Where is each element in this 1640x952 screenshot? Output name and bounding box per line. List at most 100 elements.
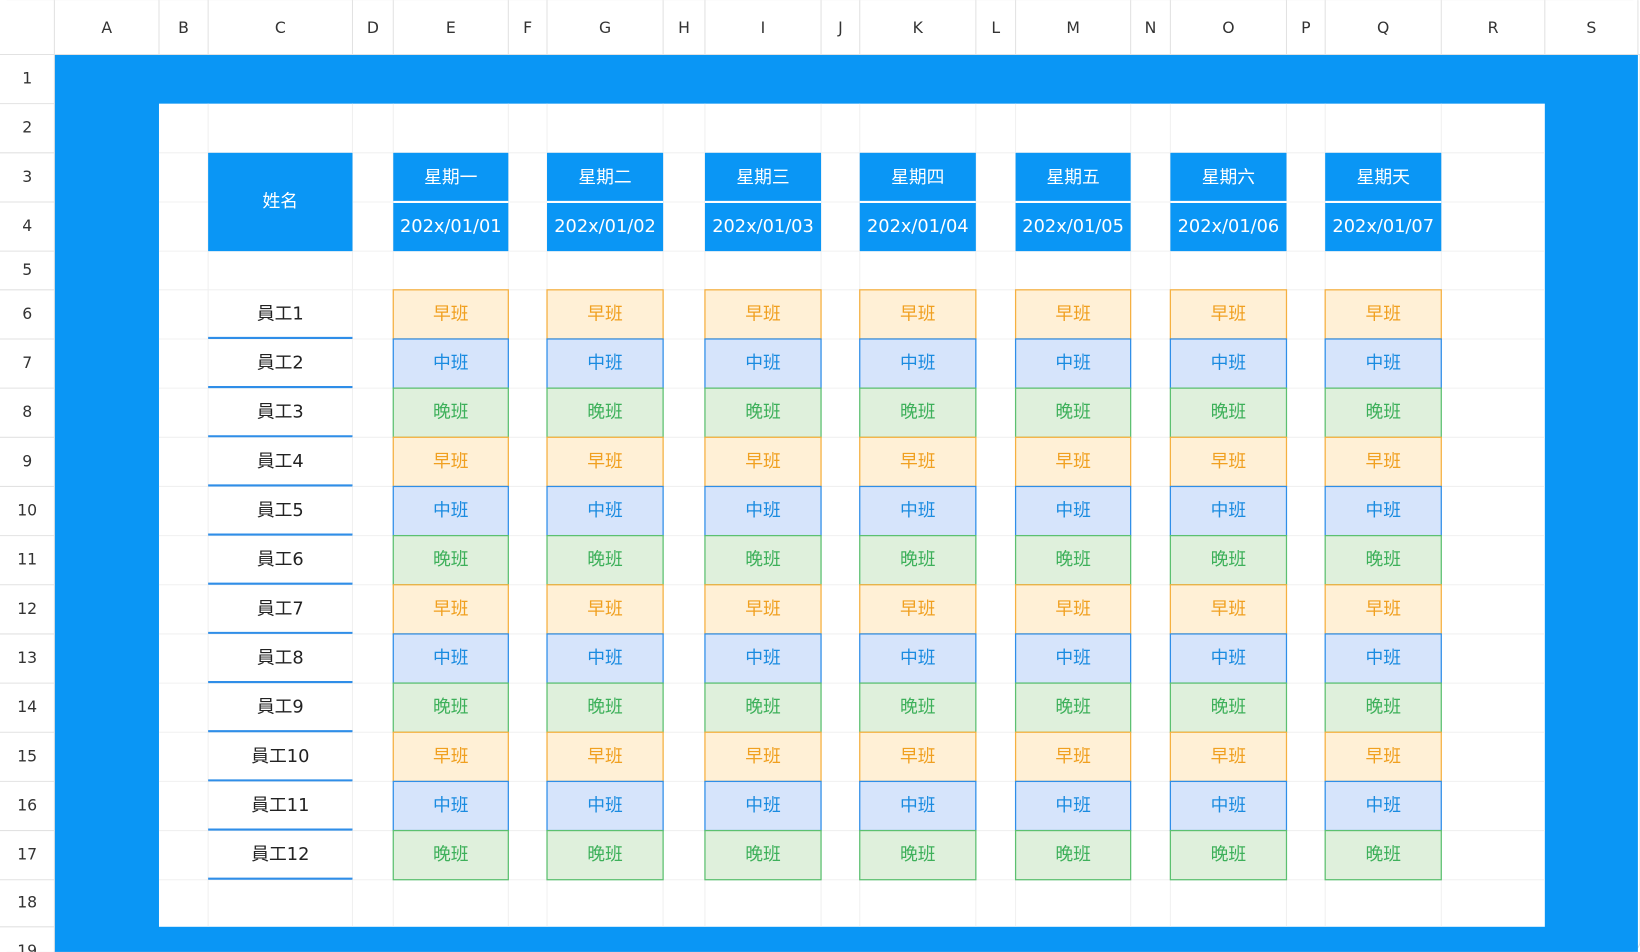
employee-name[interactable]: 員工3 [257,402,304,423]
row-label[interactable]: 10 [17,501,37,520]
shift-cell[interactable]: 中班 [1014,780,1132,832]
shift-cell[interactable]: 中班 [1324,633,1442,684]
employee-name[interactable]: 員工12 [251,844,309,865]
column-label[interactable]: H [678,18,690,37]
row-label[interactable]: 4 [22,216,32,235]
shift-cell[interactable]: 早班 [392,584,509,635]
shift-cell[interactable]: 晚班 [1324,534,1442,586]
column-label[interactable]: C [275,18,286,37]
row-label[interactable]: 16 [17,795,37,814]
employee-name[interactable]: 員工11 [251,795,309,816]
column-label[interactable]: Q [1377,18,1389,37]
row-label[interactable]: 19 [17,941,37,952]
row-label[interactable]: 9 [22,451,32,470]
employee-name[interactable]: 員工6 [257,549,304,570]
shift-cell[interactable]: 中班 [392,633,509,684]
employee-name[interactable]: 員工4 [257,451,304,472]
shift-cell[interactable]: 中班 [392,338,509,389]
shift-cell[interactable]: 中班 [704,633,822,684]
row-label[interactable]: 15 [17,746,37,765]
shift-cell[interactable]: 早班 [1169,289,1288,340]
shift-cell[interactable]: 晚班 [1324,387,1442,438]
column-label[interactable]: K [913,18,924,37]
shift-cell[interactable]: 晚班 [392,387,509,438]
column-label[interactable]: D [367,18,379,37]
column-label[interactable]: P [1301,18,1310,37]
shift-cell[interactable]: 晚班 [859,682,977,733]
row-label[interactable]: 13 [17,648,37,667]
shift-cell[interactable]: 中班 [859,485,977,537]
column-label[interactable]: E [446,18,456,37]
shift-cell[interactable]: 中班 [704,780,822,832]
shift-cell[interactable]: 早班 [392,731,509,783]
shift-cell[interactable]: 早班 [704,289,822,340]
shift-cell[interactable]: 早班 [392,436,509,488]
shift-cell[interactable]: 晚班 [1324,829,1442,881]
shift-cell[interactable]: 晚班 [1324,682,1442,733]
shift-cell[interactable]: 晚班 [392,534,509,586]
shift-cell[interactable]: 晚班 [704,829,822,881]
column-label[interactable]: G [599,18,611,37]
shift-cell[interactable]: 中班 [1169,633,1288,684]
row-label[interactable]: 3 [22,167,32,186]
shift-cell[interactable]: 早班 [1014,436,1132,488]
row-label[interactable]: 12 [17,599,37,618]
column-label[interactable]: S [1586,18,1596,37]
row-label[interactable]: 7 [22,353,32,372]
shift-cell[interactable]: 晚班 [546,682,664,733]
shift-cell[interactable]: 中班 [1169,780,1288,832]
shift-cell[interactable]: 晚班 [704,534,822,586]
employee-name[interactable]: 員工9 [257,697,304,718]
shift-cell[interactable]: 中班 [1169,485,1288,537]
shift-cell[interactable]: 中班 [546,633,664,684]
shift-cell[interactable]: 中班 [546,338,664,389]
shift-cell[interactable]: 晚班 [1169,682,1288,733]
shift-cell[interactable]: 早班 [704,436,822,488]
shift-cell[interactable]: 中班 [1014,633,1132,684]
shift-cell[interactable]: 晚班 [859,387,977,438]
shift-cell[interactable]: 早班 [1169,436,1288,488]
shift-cell[interactable]: 中班 [1324,780,1442,832]
shift-cell[interactable]: 晚班 [859,829,977,881]
shift-cell[interactable]: 早班 [704,584,822,635]
shift-cell[interactable]: 晚班 [704,387,822,438]
row-label[interactable]: 2 [22,118,32,137]
column-label[interactable]: O [1222,18,1234,37]
employee-name[interactable]: 員工5 [257,500,304,521]
row-label[interactable]: 11 [17,550,37,569]
shift-cell[interactable]: 中班 [1169,338,1288,389]
shift-cell[interactable]: 早班 [546,436,664,488]
shift-cell[interactable]: 晚班 [1014,534,1132,586]
shift-cell[interactable]: 早班 [1014,731,1132,783]
row-label[interactable]: 14 [17,697,37,716]
shift-cell[interactable]: 中班 [1014,485,1132,537]
shift-cell[interactable]: 早班 [1169,584,1288,635]
row-label[interactable]: 6 [22,304,32,323]
column-label[interactable]: L [991,18,1000,37]
shift-cell[interactable]: 早班 [1324,289,1442,340]
employee-name[interactable]: 員工1 [257,303,304,324]
shift-cell[interactable]: 中班 [859,780,977,832]
employee-name[interactable]: 員工7 [257,598,304,619]
column-label[interactable]: J [837,18,843,37]
shift-cell[interactable]: 晚班 [1169,829,1288,881]
shift-cell[interactable]: 早班 [1324,436,1442,488]
shift-cell[interactable]: 晚班 [392,682,509,733]
shift-cell[interactable]: 早班 [546,584,664,635]
column-label[interactable]: F [523,18,532,37]
shift-cell[interactable]: 早班 [1324,731,1442,783]
column-label[interactable]: R [1488,18,1499,37]
shift-cell[interactable]: 早班 [859,436,977,488]
shift-cell[interactable]: 晚班 [859,534,977,586]
shift-cell[interactable]: 中班 [1324,338,1442,389]
shift-cell[interactable]: 早班 [1014,289,1132,340]
shift-cell[interactable]: 中班 [1014,338,1132,389]
row-label[interactable]: 17 [17,845,37,864]
column-label[interactable]: A [101,18,112,37]
shift-cell[interactable]: 晚班 [1169,534,1288,586]
shift-cell[interactable]: 晚班 [546,387,664,438]
shift-cell[interactable]: 早班 [546,289,664,340]
shift-cell[interactable]: 早班 [859,289,977,340]
shift-cell[interactable]: 中班 [859,633,977,684]
shift-cell[interactable]: 早班 [1324,584,1442,635]
